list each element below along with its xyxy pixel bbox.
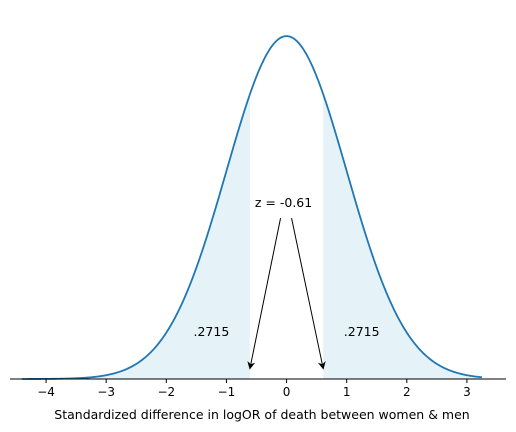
tail-probability-label: .2715 [194, 324, 230, 339]
x-axis-label: Standardized difference in logOR of deat… [54, 407, 469, 422]
annotation-arrow-right [291, 217, 326, 370]
shaded-regions: .2715 .2715 [22, 94, 482, 379]
x-tick-label: 2 [403, 385, 411, 399]
shaded-tail-left [22, 94, 250, 379]
shaded-tail-right [323, 94, 482, 379]
x-axis: −4 −3 −2 −1 0 1 2 3 [10, 378, 506, 399]
tail-probability-label: .2715 [344, 324, 380, 339]
density-curve [22, 35, 483, 380]
x-tick-label: −3 [97, 385, 115, 399]
x-tick-label: −1 [218, 385, 236, 399]
x-tick-label: 0 [283, 385, 291, 399]
z-score-annotation: z = -0.61 [255, 195, 312, 210]
x-tick-label: −4 [37, 385, 55, 399]
x-tick-label: −2 [157, 385, 175, 399]
annotation-arrow-left [247, 217, 282, 370]
x-tick-label: 1 [343, 385, 351, 399]
density-curve-layer [22, 35, 483, 380]
annotations: z = -0.61 [247, 195, 326, 370]
x-tick-label: 3 [463, 385, 471, 399]
